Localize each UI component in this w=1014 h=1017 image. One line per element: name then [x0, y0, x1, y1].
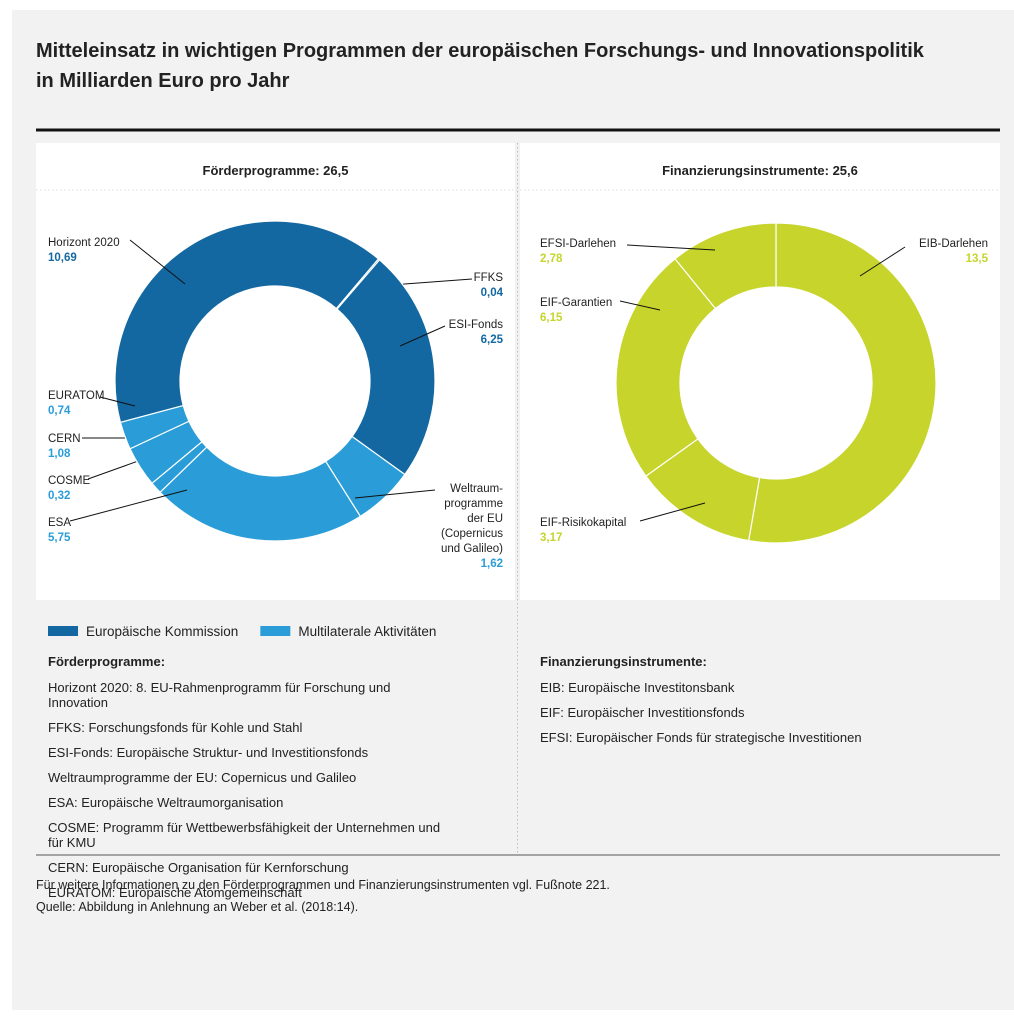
panel-title: Finanzierungsinstrumente: 25,6: [662, 163, 858, 178]
leader-line: [626, 244, 716, 251]
slice: [336, 259, 436, 476]
footnote: Quelle: Abbildung in Anlehnung an Weber …: [36, 900, 359, 914]
title: Mitteleinsatz in wichtigen Programmen de…: [36, 40, 924, 92]
glossary-item: FFKS: Forschungsfonds für Kohle und Stah…: [48, 720, 303, 735]
leader-line: [69, 489, 188, 522]
slice-label: EURATOM 0,74: [48, 389, 104, 419]
glossary-item: EURATOM: Europäische Atomgemeinschaft: [48, 885, 302, 900]
footnote: Für weitere Informationen zu den Förderp…: [36, 878, 610, 892]
value-label: 0,04: [480, 287, 503, 299]
category-label: EIF-Risikokapital: [540, 517, 627, 529]
glossary-item: ESI-Fonds: Europäische Struktur- und Inv…: [48, 745, 369, 760]
category-label: Horizont 2020: [48, 237, 120, 249]
value-label: 2,78: [540, 253, 563, 265]
slice: [674, 222, 777, 310]
value-label: 10,69: [48, 252, 77, 264]
glossary-item: Weltraumprogramme der EU: Copernicus und…: [48, 770, 357, 785]
leader-line: [129, 239, 186, 285]
glossary-item: EIF: Europäischer Investitionsfonds: [540, 705, 745, 720]
category-label: EIB-Darlehen: [918, 238, 988, 250]
slice: [615, 257, 717, 477]
slice-label: FFKS 0,04: [474, 271, 503, 301]
category-label: Weltraum- programme der EU (Copernicus u…: [440, 483, 503, 555]
legend-swatch: [260, 626, 291, 636]
slice-label: ESA 5,75: [48, 516, 71, 546]
glossary-item: ESA: Europäische Weltraumorganisation: [48, 795, 284, 810]
category-label: CERN: [48, 433, 81, 445]
legend-swatch: [48, 626, 78, 636]
glossary-heading: Finanzierungsinstrumente:: [540, 654, 707, 669]
value-label: 6,25: [480, 334, 503, 346]
leader-line: [859, 246, 906, 277]
slice-label: EFSI-Darlehen 2,78: [540, 237, 616, 267]
value-label: 0,74: [48, 405, 71, 417]
glossary-item: EIB: Europäische Investitonsbank: [540, 680, 735, 695]
glossary-item: COSME: Programm für Wettbewerbsfähigkeit…: [48, 820, 441, 850]
value-label: 1,62: [480, 558, 503, 570]
legend-label: Multilaterale Aktivitäten: [298, 624, 436, 639]
legend-label: Europäische Kommission: [86, 624, 238, 639]
category-label: EURATOM: [48, 390, 105, 402]
category-label: FFKS: [473, 272, 503, 284]
slice-label: EIF-Garantien 6,15: [540, 296, 612, 326]
category-label: EFSI-Darlehen: [540, 238, 617, 250]
slice: [114, 220, 380, 424]
glossary-item: Horizont 2020: 8. EU-Rahmenprogramm für …: [48, 680, 391, 710]
leader-line: [639, 502, 706, 522]
slice-label: Weltraum- programme der EU (Copernicus u…: [441, 482, 503, 572]
value-label: 13,5: [965, 253, 988, 265]
leader-line: [354, 489, 436, 499]
panel-title: Förderprogramme: 26,5: [202, 163, 349, 178]
slice-label: Horizont 2020 10,69: [48, 236, 120, 266]
slice-label: CERN 1,08: [48, 432, 81, 462]
category-label: EIF-Garantien: [540, 297, 613, 309]
glossary-heading: Förderprogramme:: [48, 654, 166, 669]
leader-line: [399, 325, 446, 347]
value-label: 0,32: [48, 490, 71, 502]
value-label: 3,17: [540, 532, 563, 544]
value-label: 6,15: [540, 312, 563, 324]
category-label: ESA: [48, 517, 72, 529]
slice-label: EIF-Risikokapital 3,17: [540, 516, 626, 546]
leader-line: [619, 300, 661, 311]
glossary-item: CERN: Europäische Organisation für Kernf…: [48, 860, 349, 875]
slice: [119, 404, 190, 450]
category-label: ESI-Fonds: [448, 319, 503, 331]
glossary-item: EFSI: Europäischer Fonds für strategisch…: [540, 730, 862, 745]
category-label: COSME: [48, 475, 91, 487]
value-label: 5,75: [48, 532, 71, 544]
slice-label: COSME 0,32: [48, 474, 90, 504]
slice-label: ESI-Fonds 6,25: [449, 318, 503, 348]
leader-line: [99, 396, 136, 407]
slice: [747, 222, 937, 544]
value-label: 1,08: [48, 448, 71, 460]
slice-label: EIB-Darlehen 13,5: [919, 237, 988, 267]
